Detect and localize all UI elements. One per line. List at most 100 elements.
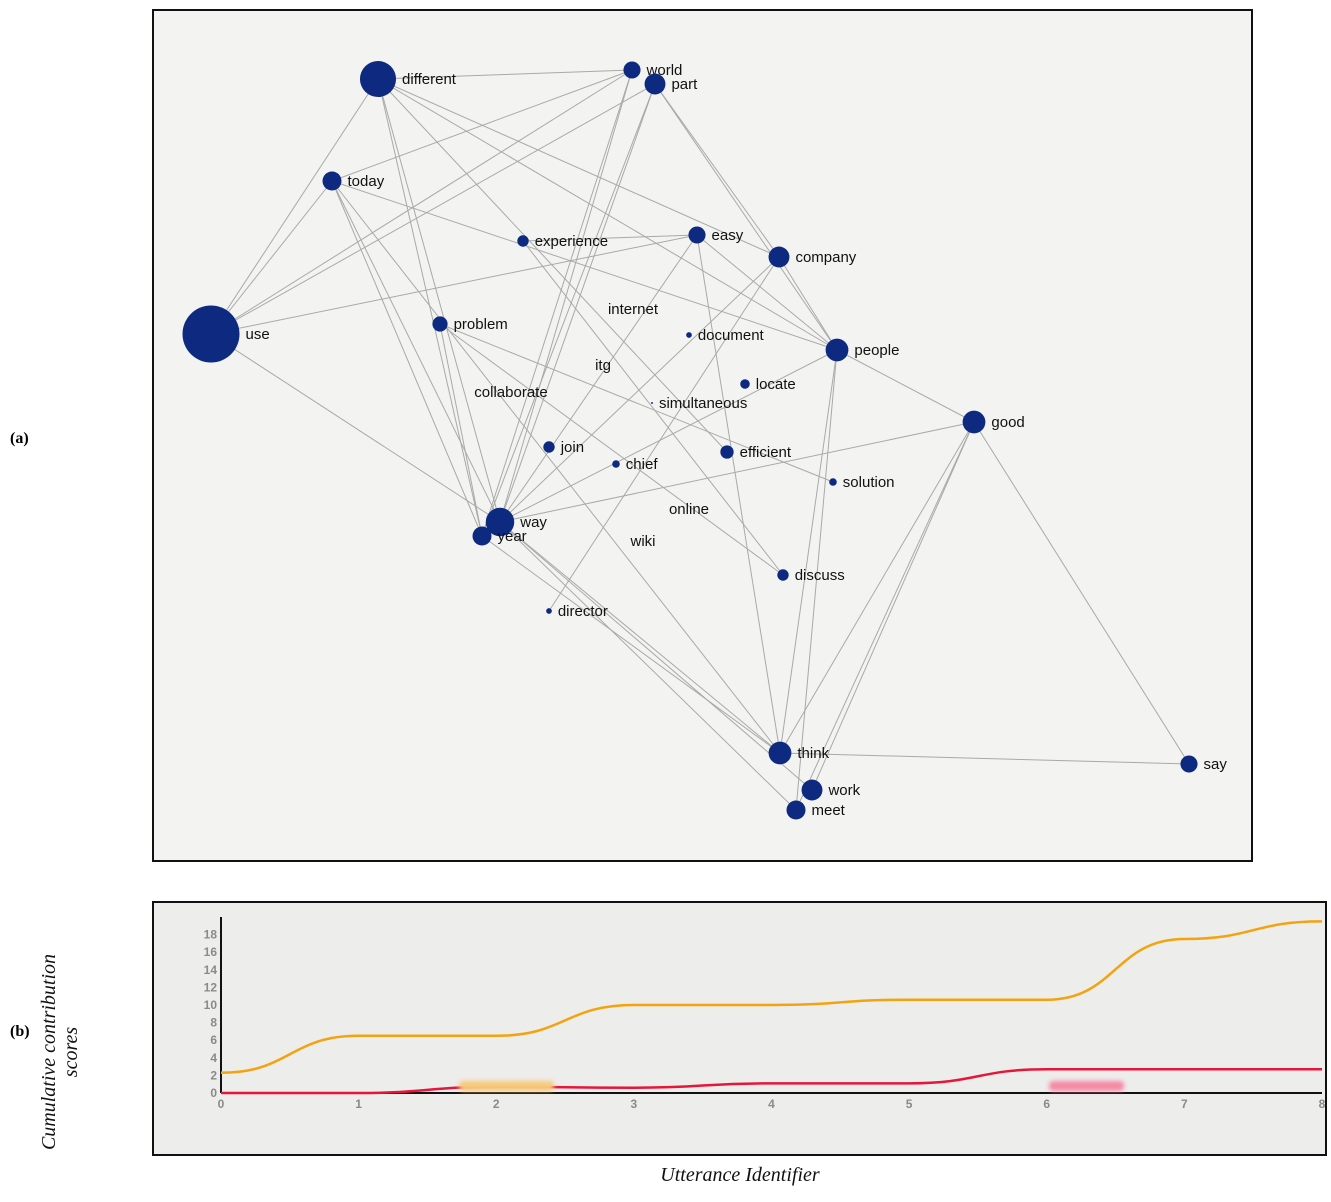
series-line-orange — [220, 920, 1323, 1075]
node-circle-problem[interactable] — [432, 316, 448, 332]
node-efficient[interactable]: efficient — [720, 444, 792, 461]
edge-easy-think — [696, 234, 781, 754]
x-tick-label-6: 6 — [1043, 1097, 1050, 1111]
node-join[interactable]: join — [543, 439, 584, 456]
node-online[interactable]: online — [669, 501, 709, 518]
edge-good-think — [779, 421, 975, 754]
node-circle-world[interactable] — [623, 61, 641, 79]
x-tick-label-2: 2 — [493, 1097, 500, 1111]
node-label-director: director — [558, 603, 608, 620]
node-document[interactable]: document — [686, 327, 765, 344]
edge-year-think — [481, 535, 781, 754]
node-circle-use[interactable] — [182, 305, 240, 363]
node-easy[interactable]: easy — [688, 226, 744, 244]
node-wiki[interactable]: wiki — [630, 533, 656, 550]
edge-way-meet — [499, 521, 797, 811]
node-label-efficient: efficient — [740, 444, 792, 461]
node-solution[interactable]: solution — [829, 474, 895, 491]
edge-world-year — [481, 69, 633, 537]
node-circle-document[interactable] — [686, 332, 692, 338]
edge-use-world — [210, 69, 633, 335]
edge-easy-people — [696, 234, 838, 351]
x-tick-label-1: 1 — [355, 1097, 362, 1111]
x-tick-label-8: 8 — [1319, 1097, 1325, 1111]
node-work[interactable]: work — [801, 779, 861, 801]
node-problem[interactable]: problem — [432, 316, 508, 333]
node-circle-solution[interactable] — [829, 478, 837, 486]
node-circle-chief[interactable] — [612, 460, 620, 468]
node-label-easy: easy — [712, 227, 744, 244]
edge-experience-discuss — [522, 240, 784, 576]
node-say[interactable]: say — [1180, 755, 1227, 773]
edge-people-good — [836, 349, 975, 423]
node-part[interactable]: part — [644, 73, 699, 95]
node-label-document: document — [698, 327, 765, 344]
y-axis-label-line-1: Cumulative contribution — [38, 953, 60, 1151]
x-tick-label-4: 4 — [768, 1097, 775, 1111]
node-good[interactable]: good — [962, 410, 1025, 434]
node-circle-easy[interactable] — [688, 226, 706, 244]
node-locate[interactable]: locate — [740, 376, 796, 393]
node-circle-good[interactable] — [962, 410, 986, 434]
node-circle-year[interactable] — [472, 526, 492, 546]
node-label-online: online — [669, 501, 709, 518]
node-label-company: company — [795, 249, 856, 266]
node-director[interactable]: director — [546, 603, 608, 620]
node-label-chief: chief — [626, 456, 659, 473]
y-tick-label-12: 12 — [204, 980, 218, 994]
edge-different-year — [377, 78, 483, 537]
node-circle-experience[interactable] — [517, 235, 529, 247]
node-circle-people[interactable] — [825, 338, 849, 362]
node-discuss[interactable]: discuss — [777, 567, 845, 584]
node-label-think: think — [797, 745, 829, 762]
node-circle-way[interactable] — [485, 507, 515, 537]
node-simultaneous[interactable]: simultaneous — [651, 395, 747, 412]
edge-part-people — [654, 83, 838, 351]
node-meet[interactable]: meet — [786, 800, 846, 820]
node-internet[interactable]: internet — [608, 301, 659, 318]
word-network-panel: use different world part today experience easy… — [152, 9, 1253, 862]
node-chief[interactable]: chief — [612, 456, 658, 473]
node-circle-efficient[interactable] — [720, 445, 734, 459]
node-circle-director[interactable] — [546, 608, 552, 614]
edge-people-meet — [795, 349, 838, 811]
node-label-work: work — [827, 782, 860, 799]
node-circle-discuss[interactable] — [777, 569, 789, 581]
orange-legend-swatch — [459, 1081, 554, 1091]
node-circle-join[interactable] — [543, 441, 555, 453]
node-collaborate[interactable]: collaborate — [474, 384, 547, 401]
node-circle-work[interactable] — [801, 779, 823, 801]
node-year[interactable]: year — [472, 526, 527, 546]
node-circle-company[interactable] — [768, 246, 790, 268]
node-different[interactable]: different — [359, 60, 457, 98]
node-circle-say[interactable] — [1180, 755, 1198, 773]
edge-different-world — [377, 69, 633, 80]
edge-different-people — [377, 78, 838, 351]
node-think[interactable]: think — [768, 741, 830, 765]
node-circle-different[interactable] — [359, 60, 397, 98]
node-circle-think[interactable] — [768, 741, 792, 765]
node-use[interactable]: use — [182, 305, 270, 363]
node-label-itg: itg — [595, 357, 611, 374]
node-people[interactable]: people — [825, 338, 900, 362]
node-way[interactable]: way — [485, 507, 548, 537]
node-company[interactable]: company — [768, 246, 857, 268]
y-tick-label-0: 0 — [210, 1086, 217, 1100]
edge-today-think — [331, 180, 781, 754]
node-circle-locate[interactable] — [740, 379, 750, 389]
node-label-say: say — [1204, 756, 1228, 773]
node-today[interactable]: today — [322, 171, 385, 191]
y-tick-label-4: 4 — [210, 1051, 217, 1065]
node-label-part: part — [671, 76, 698, 93]
node-circle-today[interactable] — [322, 171, 342, 191]
node-label-discuss: discuss — [795, 567, 845, 584]
node-experience[interactable]: experience — [517, 233, 608, 250]
node-itg[interactable]: itg — [595, 357, 611, 374]
node-circle-simultaneous[interactable] — [651, 402, 653, 404]
node-circle-meet[interactable] — [786, 800, 806, 820]
node-circle-part[interactable] — [644, 73, 666, 95]
edge-use-easy — [210, 234, 698, 335]
edge-company-people — [778, 256, 838, 351]
